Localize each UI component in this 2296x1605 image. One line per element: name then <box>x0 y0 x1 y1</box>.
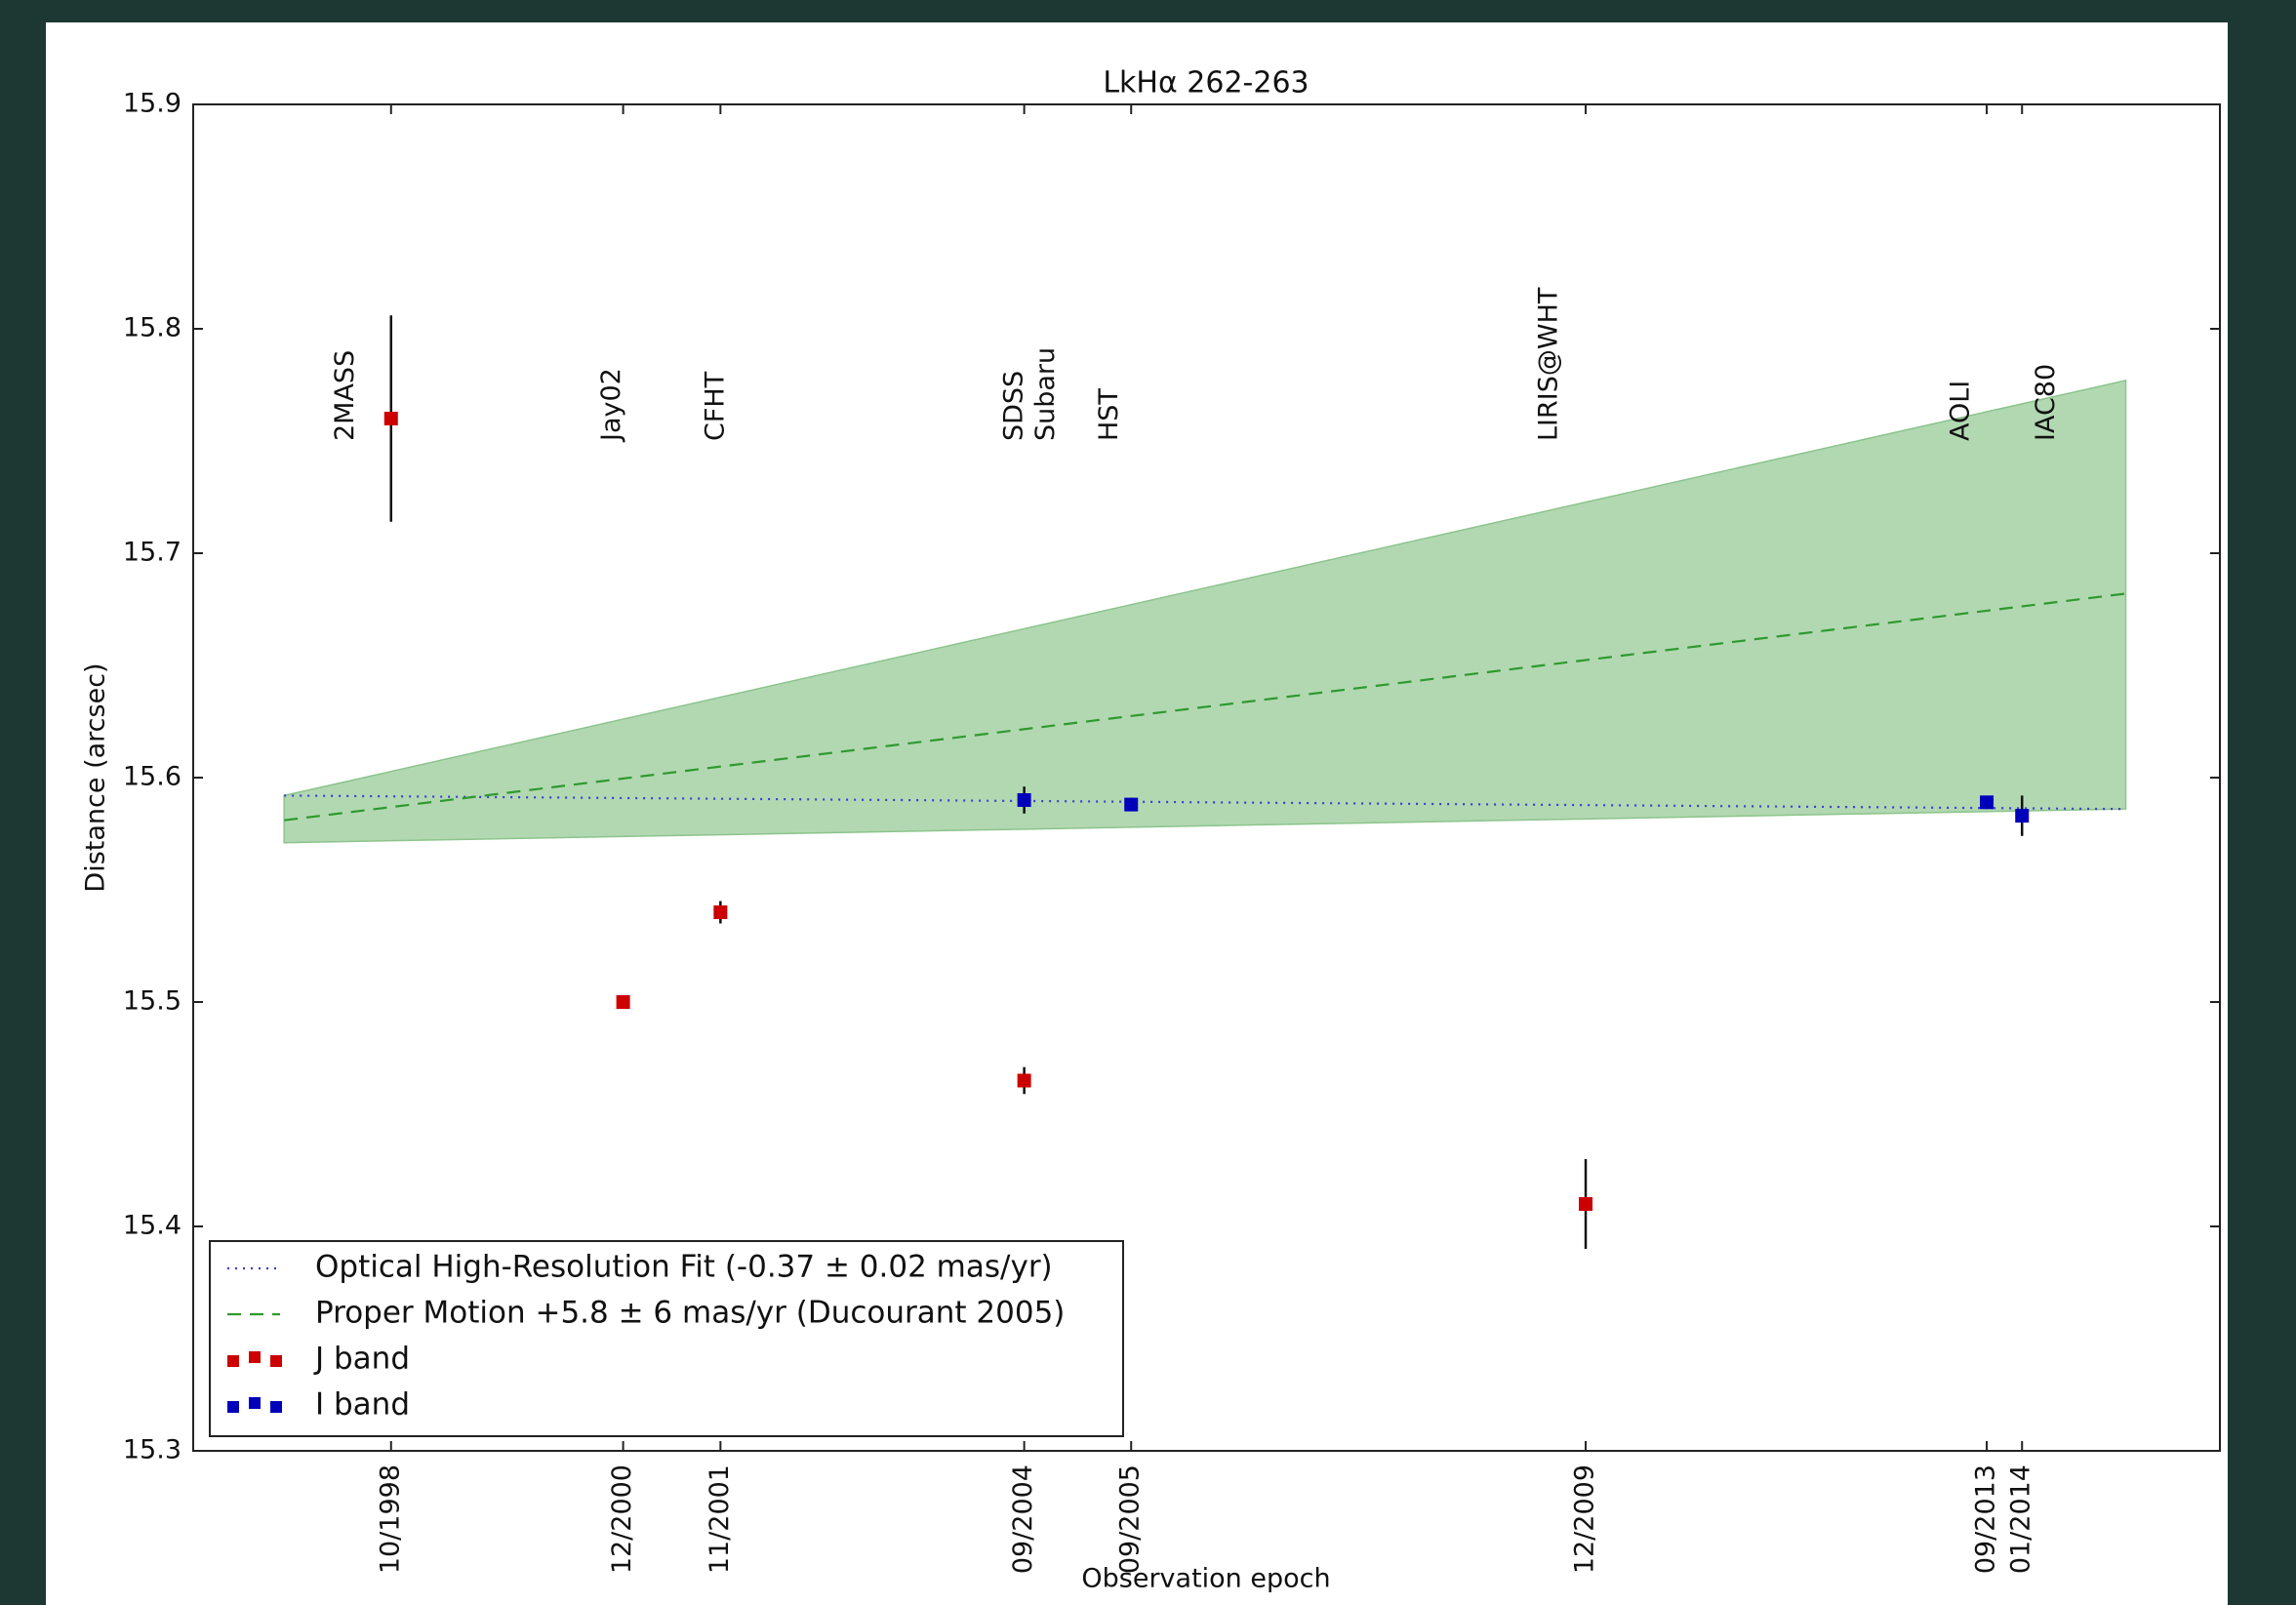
legend-marker <box>249 1397 261 1409</box>
x-tick-label: 09/2013 <box>1971 1465 2001 1574</box>
data-point <box>1980 795 1994 809</box>
chart-title: LkHα 262-263 <box>1103 66 1309 100</box>
data-point <box>1124 798 1138 812</box>
observation-label: 2MASS <box>330 350 360 441</box>
chart: LkHα 262-263 Observation epoch Distance … <box>0 0 2296 1605</box>
legend-marker <box>227 1355 239 1367</box>
data-point <box>1018 1074 1031 1088</box>
x-tick-label: 12/2000 <box>607 1465 637 1574</box>
legend-label: Proper Motion +5.8 ± 6 mas/yr (Ducourant… <box>315 1296 1065 1331</box>
data-point <box>713 905 727 919</box>
x-tick-label: 10/1998 <box>375 1465 405 1574</box>
observation-label: LIRIS@WHT <box>1533 287 1563 441</box>
y-tick-label: 15.6 <box>123 762 181 792</box>
y-tick-label: 15.3 <box>123 1435 181 1465</box>
data-point <box>617 995 630 1009</box>
observation-label: CFHT <box>700 371 730 441</box>
legend-marker <box>249 1351 261 1363</box>
data-point <box>2015 809 2029 823</box>
legend-label: Optical High-Resolution Fit (-0.37 ± 0.0… <box>315 1250 1053 1285</box>
data-point <box>1579 1197 1592 1211</box>
data-point <box>1018 793 1031 807</box>
y-tick-label: 15.5 <box>123 986 181 1017</box>
y-axis-label: Distance (arcsec) <box>81 662 111 892</box>
x-tick-label: 09/2004 <box>1008 1465 1038 1574</box>
observation-label: IAC80 <box>2031 364 2061 441</box>
y-tick-label: 15.4 <box>123 1211 181 1241</box>
legend-marker <box>227 1401 239 1413</box>
y-tick-label: 15.7 <box>123 538 181 568</box>
observation-label: Subaru <box>1030 347 1061 441</box>
observation-label: Jay02 <box>596 368 626 443</box>
data-point <box>384 412 398 425</box>
y-tick-label: 15.8 <box>123 313 181 343</box>
legend-label: I band <box>315 1387 410 1423</box>
y-tick-label: 15.9 <box>123 89 181 119</box>
legend-label: J band <box>313 1342 410 1377</box>
x-tick-label: 11/2001 <box>705 1465 735 1574</box>
legend-marker <box>270 1355 282 1367</box>
legend: Optical High-Resolution Fit (-0.37 ± 0.0… <box>210 1241 1123 1436</box>
x-tick-label: 12/2009 <box>1570 1465 1600 1574</box>
observation-label: AOLI <box>1945 381 1975 441</box>
x-tick-label: 09/2005 <box>1115 1465 1146 1574</box>
observation-label: SDSS <box>998 371 1028 441</box>
observation-label: HST <box>1094 388 1124 441</box>
legend-marker <box>270 1401 282 1413</box>
x-tick-label: 01/2014 <box>2006 1465 2036 1574</box>
